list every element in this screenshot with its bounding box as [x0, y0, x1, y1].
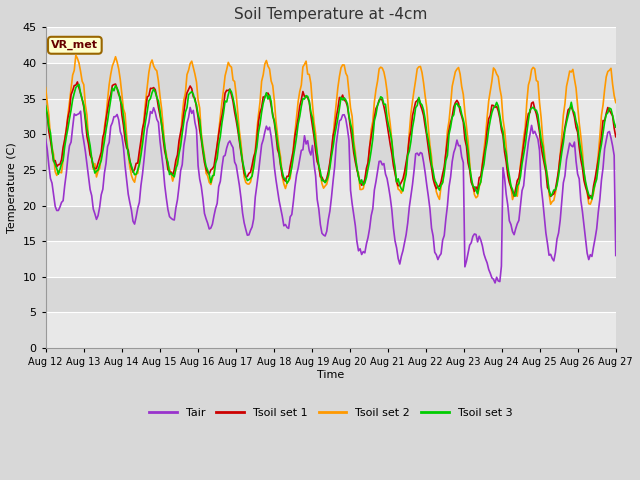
Text: VR_met: VR_met — [51, 40, 99, 50]
Bar — [45, 27, 616, 63]
Bar — [45, 205, 616, 241]
Bar — [45, 277, 616, 312]
Bar — [45, 241, 616, 277]
Bar — [45, 134, 616, 170]
Title: Soil Temperature at -4cm: Soil Temperature at -4cm — [234, 7, 428, 22]
Bar — [45, 312, 616, 348]
Bar — [45, 63, 616, 98]
Bar — [45, 170, 616, 205]
Bar — [45, 98, 616, 134]
Legend: Tair, Tsoil set 1, Tsoil set 2, Tsoil set 3: Tair, Tsoil set 1, Tsoil set 2, Tsoil se… — [145, 403, 517, 422]
Y-axis label: Temperature (C): Temperature (C) — [7, 143, 17, 233]
X-axis label: Time: Time — [317, 370, 344, 380]
